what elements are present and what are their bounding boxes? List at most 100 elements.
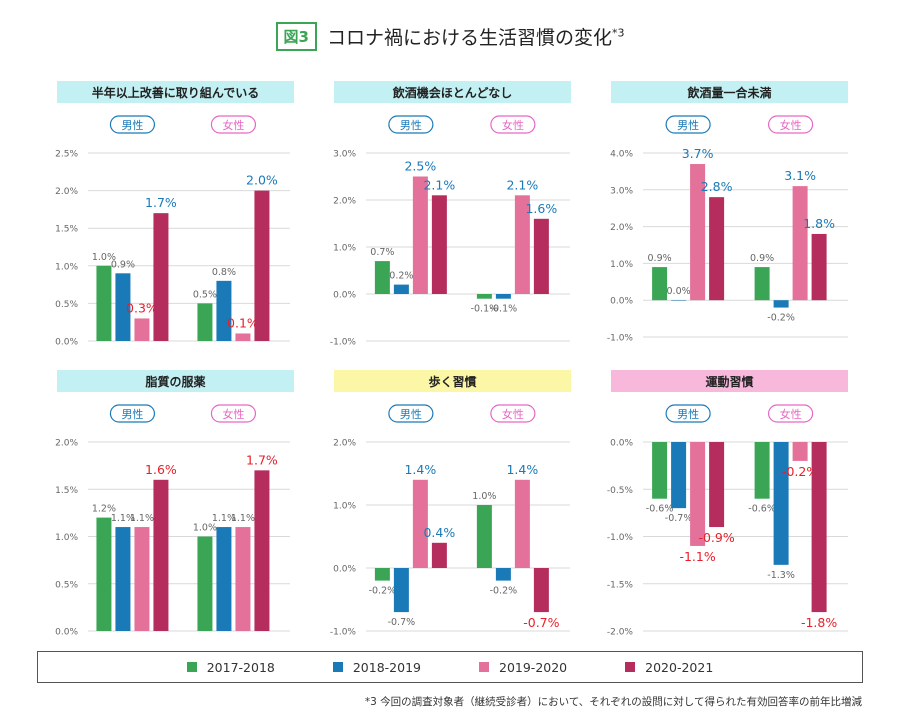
female-pill [210, 115, 257, 134]
legend-swatch [186, 662, 197, 672]
data-label: -0.6% [748, 504, 776, 515]
bar [671, 300, 687, 301]
legend-label: 2019-2020 [499, 659, 568, 675]
data-label: 1.1% [130, 513, 154, 524]
title-footnote-mark: *3 [611, 26, 625, 40]
female-label: 女性 [780, 118, 802, 132]
panel-title: 飲酒量一合未満 [686, 85, 771, 100]
bar [216, 527, 232, 631]
data-label: 2.1% [423, 177, 455, 192]
y-tick-label: 1.0% [610, 260, 633, 270]
bar [393, 284, 409, 294]
y-tick-label: -1.0% [330, 338, 357, 348]
bar [235, 527, 251, 631]
male-label: 男性 [121, 118, 143, 132]
bar [792, 442, 808, 461]
data-label: -0.2% [782, 464, 818, 479]
y-tick-label: 1.5% [55, 225, 78, 235]
bar [374, 568, 390, 581]
bar [652, 267, 668, 301]
panel-title: 運動習慣 [705, 374, 753, 389]
male-pill [109, 404, 156, 423]
y-tick-label: 3.0% [610, 186, 633, 196]
bar [671, 442, 687, 509]
bar [709, 197, 725, 301]
data-label: -0.7% [523, 615, 559, 630]
data-label: 1.6% [525, 201, 557, 216]
data-label: 2.1% [506, 177, 538, 192]
data-label: -0.2% [369, 586, 397, 597]
bar [690, 442, 706, 546]
data-label: -1.3% [767, 570, 795, 581]
y-tick-label: 3.0% [333, 150, 356, 160]
bar [431, 542, 447, 568]
female-pill [490, 404, 536, 423]
bar [709, 442, 725, 528]
legend-label: 2017-2018 [206, 659, 275, 675]
data-label: 2.8% [701, 179, 733, 194]
legend-label: 2020-2021 [645, 659, 714, 675]
data-label: -1.8% [801, 615, 837, 630]
data-label: 1.1% [231, 513, 255, 524]
female-pill [767, 404, 814, 423]
y-tick-label: -1.5% [607, 580, 634, 590]
data-label: 3.7% [682, 146, 714, 161]
male-pill [665, 115, 711, 134]
bar [254, 470, 270, 631]
data-label: -0.9% [698, 530, 734, 545]
data-label: -0.2% [490, 586, 518, 597]
data-label: 2.5% [404, 159, 436, 174]
bar [134, 527, 150, 631]
panel-title: 半年以上改善に取り組んでいる [92, 85, 259, 100]
data-label: 1.0% [92, 252, 116, 263]
y-tick-label: 1.0% [333, 502, 356, 512]
data-label: 0.9% [648, 253, 672, 264]
bar [514, 479, 530, 568]
data-label: 1.8% [803, 216, 835, 231]
bar [514, 195, 530, 294]
data-label: 1.1% [212, 513, 236, 524]
bar [96, 265, 112, 341]
data-label: -0.6% [646, 504, 674, 515]
bar [235, 333, 251, 341]
bar [153, 479, 169, 631]
male-pill [665, 404, 711, 423]
female-label: 女性 [502, 118, 524, 132]
bar [754, 442, 770, 499]
data-label: 1.0% [472, 491, 496, 502]
data-label: 1.7% [145, 195, 177, 210]
data-label: 1.2% [92, 504, 116, 515]
data-label: 1.1% [111, 513, 135, 524]
data-label: -0.7% [665, 513, 693, 524]
y-tick-label: 2.0% [55, 439, 78, 449]
bar [476, 505, 492, 568]
data-label: 1.4% [506, 462, 538, 477]
legend-swatch [332, 662, 343, 672]
male-label: 男性 [677, 118, 699, 132]
data-label: 2.0% [246, 173, 278, 188]
bar [652, 442, 668, 499]
female-label: 女性 [780, 407, 802, 421]
bar [811, 233, 827, 301]
bar [690, 164, 706, 301]
data-label: 0.8% [212, 267, 236, 278]
bar [792, 186, 808, 301]
bar [773, 442, 789, 565]
bar [754, 267, 770, 301]
legend-swatch [479, 662, 489, 672]
panel-title-band [611, 370, 848, 392]
bar [254, 190, 270, 341]
female-pill [767, 115, 814, 134]
bar [153, 213, 169, 341]
bar [197, 536, 213, 631]
data-label: 0.4% [423, 525, 455, 540]
data-label: 0.0% [667, 286, 691, 297]
male-label: 男性 [400, 407, 422, 421]
legend-swatch [625, 662, 636, 672]
bar [96, 517, 112, 631]
data-label: 0.9% [111, 259, 135, 270]
panel-title: 歩く習慣 [428, 374, 476, 389]
data-label: 0.7% [370, 247, 394, 258]
bar [431, 195, 447, 294]
